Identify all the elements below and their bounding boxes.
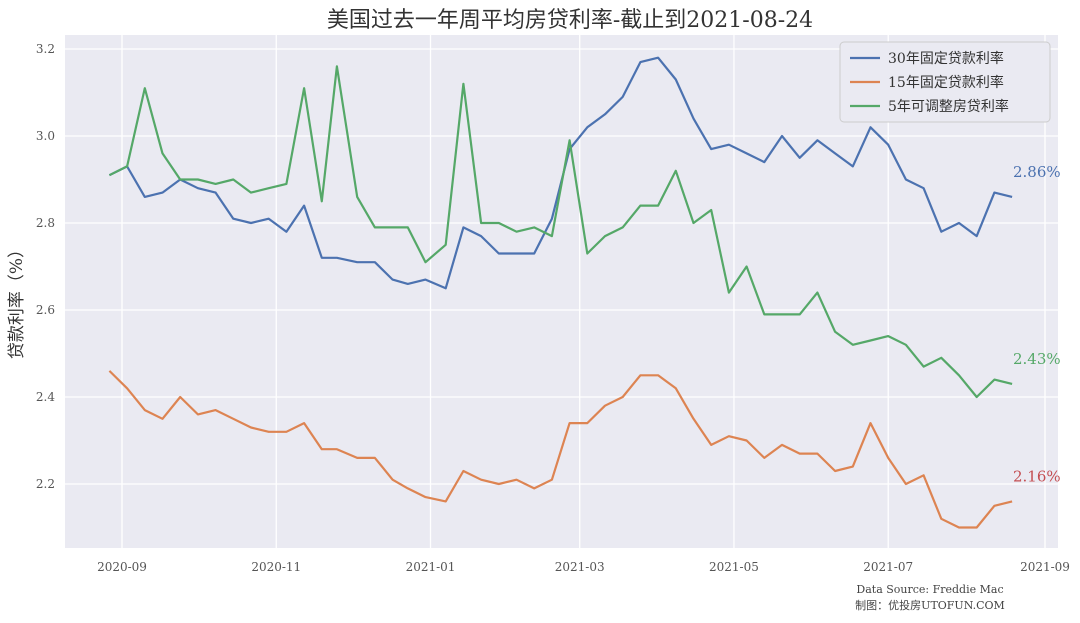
data-source-text: Data Source: Freddie Mac <box>856 583 1003 596</box>
legend-label: 30年固定贷款利率 <box>888 50 1004 67</box>
legend: 30年固定贷款利率 15年固定贷款利率 5年可调整房贷利率 <box>839 41 1051 123</box>
x-tick-label: 2021-07 <box>863 560 913 574</box>
y-axis-label: 贷款利率（%） <box>7 241 27 359</box>
series-line <box>108 65 1013 399</box>
y-axis-ticks: 2.2 2.4 2.6 2.8 3.0 3.2 <box>36 42 55 491</box>
series-lines <box>108 56 1013 529</box>
chart-title: 美国过去一年周平均房贷利率-截止到2021-08-24 <box>327 8 813 33</box>
legend-label: 15年固定贷款利率 <box>888 74 1004 91</box>
x-tick-label: 2020-09 <box>97 560 147 574</box>
y-tick-label: 3.0 <box>36 129 55 143</box>
end-value-label: 2.43% <box>1013 350 1061 368</box>
y-tick-label: 2.6 <box>36 303 55 317</box>
legend-label: 5年可调整房贷利率 <box>888 98 1009 115</box>
end-value-label: 2.86% <box>1013 163 1061 181</box>
x-tick-label: 2021-09 <box>1020 560 1070 574</box>
x-axis-ticks: 2020-09 2020-11 2021-01 2021-03 2021-05 2021-… <box>97 560 1070 574</box>
credit-text: 制图：优投房UTOFUN.COM <box>855 598 1005 612</box>
x-tick-label: 2021-01 <box>406 560 456 574</box>
end-value-label: 2.16% <box>1013 467 1061 485</box>
legend-box <box>839 41 1051 123</box>
y-tick-label: 2.8 <box>36 216 55 230</box>
x-tick-label: 2021-03 <box>555 560 605 574</box>
y-tick-label: 3.2 <box>36 42 55 56</box>
x-tick-label: 2021-05 <box>709 560 759 574</box>
y-tick-label: 2.4 <box>36 390 55 404</box>
grid-lines <box>65 35 1058 548</box>
x-tick-label: 2020-11 <box>251 560 301 574</box>
end-value-labels: 2.86% 2.43% 2.16% <box>1013 163 1061 486</box>
y-tick-label: 2.2 <box>36 477 55 491</box>
series-line <box>108 370 1013 529</box>
